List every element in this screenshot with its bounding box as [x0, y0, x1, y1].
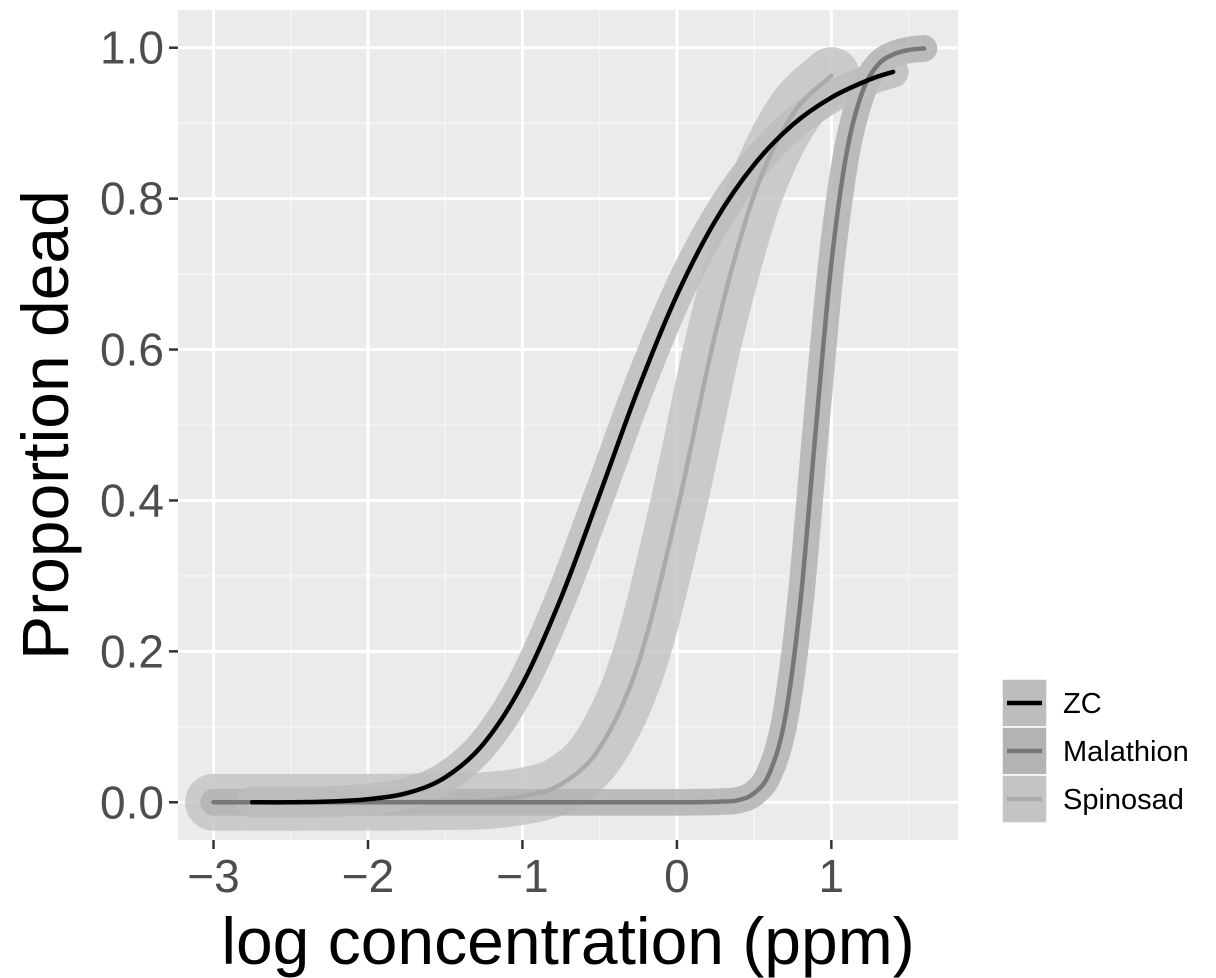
y-tick-label: 0.0 — [100, 776, 164, 828]
series-lines — [211, 46, 927, 805]
y-axis-ticks: 0.0 0.2 0.4 0.6 0.8 1.0 — [100, 22, 178, 828]
x-axis-ticks: −3 −2 −1 0 1 — [187, 840, 844, 902]
series-line-zc — [249, 69, 896, 805]
legend: ZC Malathion Spinosad — [1001, 678, 1189, 824]
series-line-malathion — [211, 46, 927, 805]
y-axis-title: Proportion dead — [8, 190, 82, 660]
x-tick-label: −1 — [496, 850, 548, 902]
x-tick-label: 0 — [664, 850, 690, 902]
y-tick-label: 0.2 — [100, 625, 164, 677]
x-axis-title: log concentration (ppm) — [221, 904, 914, 978]
x-tick-label: −2 — [342, 850, 394, 902]
y-tick-label: 0.6 — [100, 324, 164, 376]
legend-label-zc: ZC — [1063, 688, 1102, 720]
x-tick-label: −3 — [187, 850, 239, 902]
grid-minor — [178, 10, 958, 840]
y-tick-label: 0.8 — [100, 173, 164, 225]
legend-label-spinosad: Spinosad — [1063, 784, 1184, 816]
y-tick-label: 0.4 — [100, 474, 164, 526]
x-tick-label: 1 — [819, 850, 845, 902]
legend-label-malathion: Malathion — [1063, 736, 1189, 768]
y-tick-label: 1.0 — [100, 22, 164, 74]
